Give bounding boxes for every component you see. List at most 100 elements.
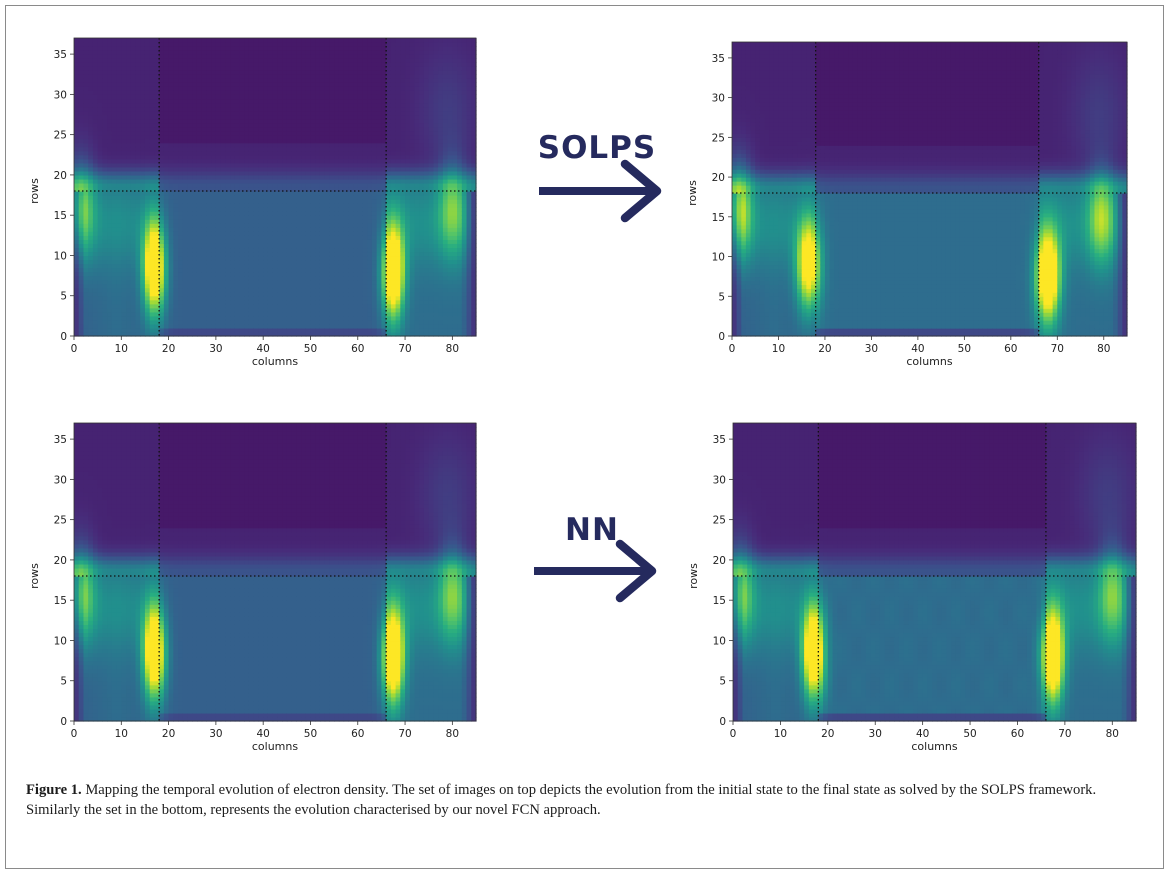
heatmap-cell (296, 276, 301, 281)
heatmap-cell (244, 264, 249, 269)
heatmap-cell (150, 151, 155, 156)
heatmap-cell (121, 235, 126, 240)
heatmap-cell (159, 247, 164, 252)
heatmap-cell (211, 46, 216, 51)
heatmap-cell (268, 135, 273, 140)
heatmap-cell (211, 163, 216, 168)
heatmap-cell (98, 191, 103, 196)
heatmap-cell (221, 78, 226, 83)
heatmap-cell (292, 328, 297, 333)
heatmap-cell (83, 284, 88, 289)
heatmap-cell (211, 259, 216, 264)
heatmap-cell (164, 38, 169, 43)
heatmap-cell (211, 167, 216, 172)
heatmap-cell (117, 58, 122, 63)
heatmap-cell (287, 94, 292, 99)
heatmap-cell (235, 159, 240, 164)
heatmap-cell (117, 296, 122, 301)
heatmap-cell (74, 223, 79, 228)
heatmap-cell (249, 268, 254, 273)
heatmap-cell (306, 98, 311, 103)
heatmap-cell (221, 272, 226, 277)
heatmap-cell (140, 167, 145, 172)
heatmap-cell (301, 247, 306, 252)
heatmap-cell (98, 300, 103, 305)
heatmap-cell (107, 159, 112, 164)
heatmap-cell (135, 171, 140, 176)
heatmap-cell (296, 110, 301, 115)
heatmap-cell (320, 159, 325, 164)
heatmap-cell (117, 90, 122, 95)
heatmap-cell (263, 231, 268, 236)
heatmap-cell (121, 203, 126, 208)
heatmap-cell (225, 223, 230, 228)
heatmap-cell (273, 58, 278, 63)
heatmap-cell (159, 183, 164, 188)
heatmap-cell (282, 243, 287, 248)
heatmap-cell (173, 264, 178, 269)
heatmap-cell (126, 272, 131, 277)
heatmap-cell (140, 304, 145, 309)
heatmap-cell (240, 304, 245, 309)
heatmap-cell (310, 62, 315, 67)
heatmap-cell (206, 179, 211, 184)
heatmap-cell (107, 58, 112, 63)
heatmap-cell (296, 78, 301, 83)
heatmap-cell (150, 127, 155, 132)
heatmap-cell (211, 74, 216, 79)
heatmap-cell (197, 259, 202, 264)
heatmap-cell (296, 131, 301, 136)
heatmap-cell (192, 62, 197, 67)
heatmap-cell (287, 155, 292, 160)
heatmap-cell (249, 284, 254, 289)
heatmap-cell (249, 259, 254, 264)
heatmap-cell (93, 231, 98, 236)
heatmap-cell (79, 183, 84, 188)
heatmap-cell (296, 98, 301, 103)
heatmap-cell (320, 123, 325, 128)
heatmap-cell (159, 312, 164, 317)
heatmap-cell (88, 199, 93, 204)
heatmap-cell (282, 207, 287, 212)
heatmap-cell (206, 135, 211, 140)
heatmap-cell (320, 199, 325, 204)
heatmap-cell (126, 284, 131, 289)
heatmap-cell (211, 119, 216, 124)
heatmap-cell (254, 195, 259, 200)
heatmap-cell (263, 50, 268, 55)
heatmap-cell (277, 135, 282, 140)
heatmap-cell (169, 78, 174, 83)
heatmap-cell (83, 58, 88, 63)
heatmap-cell (121, 127, 126, 132)
heatmap-cell (225, 312, 230, 317)
heatmap-cell (306, 106, 311, 111)
heatmap-cell (102, 74, 107, 79)
heatmap-cell (230, 219, 235, 224)
heatmap-cell (315, 284, 320, 289)
heatmap-cell (74, 320, 79, 325)
heatmap-cell (102, 300, 107, 305)
heatmap-cell (287, 235, 292, 240)
heatmap-cell (79, 251, 84, 256)
heatmap-cell (225, 139, 230, 144)
heatmap-cell (178, 284, 183, 289)
heatmap-cell (150, 272, 155, 277)
heatmap-cell (263, 163, 268, 168)
heatmap-cell (183, 211, 188, 216)
heatmap-cell (79, 203, 84, 208)
heatmap-cell (126, 316, 131, 321)
heatmap-cell (211, 264, 216, 269)
heatmap-cell (188, 82, 193, 87)
heatmap-cell (263, 90, 268, 95)
heatmap-cell (159, 155, 164, 160)
heatmap-cell (315, 70, 320, 75)
heatmap-cell (306, 280, 311, 285)
heatmap-cell (277, 320, 282, 325)
heatmap-cell (202, 66, 207, 71)
heatmap-cell (117, 82, 122, 87)
heatmap-cell (93, 70, 98, 75)
heatmap-cell (254, 90, 259, 95)
heatmap-cell (197, 127, 202, 132)
heatmap-cell (112, 183, 117, 188)
heatmap-cell (135, 179, 140, 184)
